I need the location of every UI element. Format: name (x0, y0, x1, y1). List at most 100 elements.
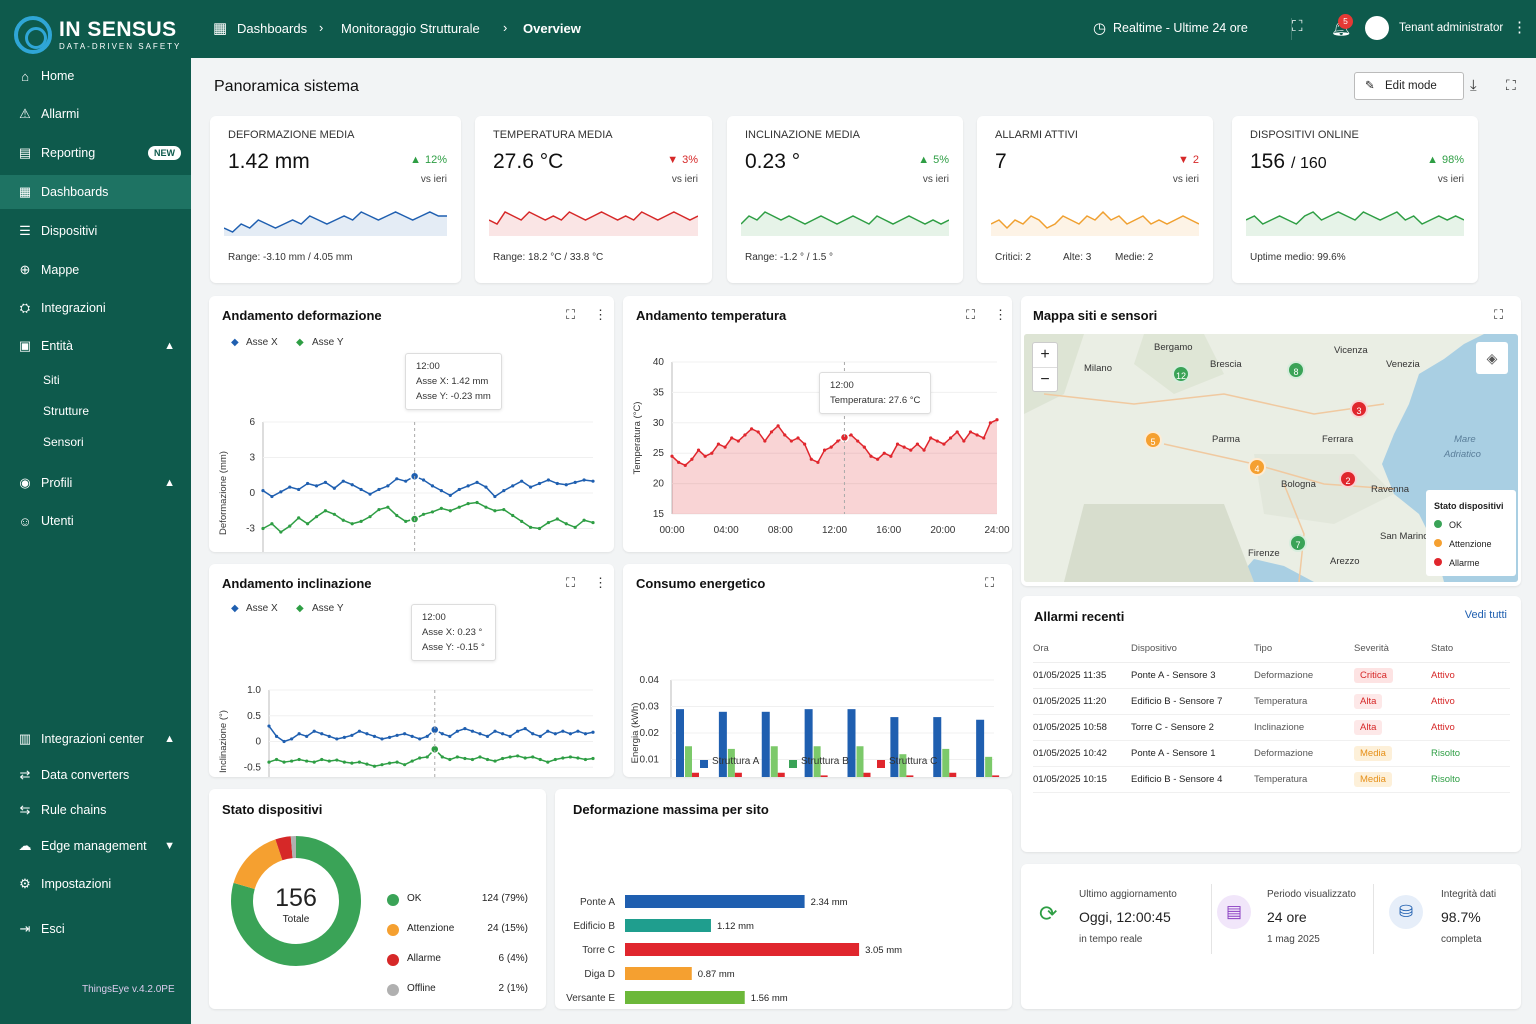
sidebar-item-mappe[interactable]: ⊕ Mappe (0, 253, 191, 287)
sidebar-item-utenti[interactable]: ☺ Utenti (0, 504, 191, 538)
table-cell: 01/05/2025 10:42 (1033, 740, 1131, 767)
fullscreen-icon[interactable]: ⛶ (1506, 77, 1516, 93)
data-point (876, 457, 880, 461)
edit-mode-button[interactable]: ✎ Edit mode (1354, 72, 1464, 100)
legend-asse-y[interactable]: Asse Y (312, 603, 344, 614)
topbar: ▦ Dashboards › Monitoraggio Strutturale … (191, 0, 1536, 58)
zoom-in-button[interactable]: + (1033, 343, 1057, 368)
user-name[interactable]: Tenant administrator (1399, 22, 1504, 34)
sidebar-item-integrazioni[interactable]: ⛭ Integrazioni (0, 291, 191, 325)
sidebar-item-esci[interactable]: ⇥ Esci (0, 912, 191, 946)
breadcrumb-dashboards[interactable]: Dashboards (237, 21, 308, 36)
sidebar-item-edge-management[interactable]: ☁ Edge management ▼ (0, 829, 191, 863)
map-marker-pin[interactable]: 5 (1144, 431, 1162, 449)
layers-icon[interactable]: ◈ (1476, 342, 1508, 374)
legend-struttura-c[interactable]: Struttura C (889, 756, 938, 767)
more-vertical-icon[interactable]: ⋮ (594, 575, 607, 590)
bar-value-label: 3.05 mm (865, 945, 902, 956)
bar-ponte-a[interactable] (625, 895, 805, 908)
sidebar-subitem-siti[interactable]: Siti (43, 373, 60, 387)
fullscreen-icon[interactable]: ⛶ (1292, 18, 1303, 35)
legend-asse-x[interactable]: Asse X (246, 603, 278, 614)
bar-versante-e[interactable] (625, 991, 745, 1004)
sidebar-item-reporting[interactable]: ▤ Reporting NEW (0, 136, 191, 170)
devices-icon: ☰ (19, 223, 31, 238)
data-point (288, 485, 292, 489)
map-legend-title: Stato dispositivi (1434, 501, 1504, 511)
sidebar-subitem-sensori[interactable]: Sensori (43, 435, 84, 449)
see-all-link[interactable]: Vedi tutti (1464, 609, 1507, 621)
table-row[interactable]: 01/05/2025 11:20 Edificio B - Sensore 7 Te… (1033, 688, 1510, 715)
data-point (267, 760, 271, 764)
data-point (502, 507, 506, 512)
sidebar-item-impostazioni[interactable]: ⚙ Impostazioni (0, 867, 191, 901)
brand-logo[interactable]: IN SENSUS DATA-DRIVEN SAFETY (14, 14, 182, 54)
data-point (677, 460, 681, 464)
kpi-vs-label: vs ieri (420, 174, 447, 185)
sidebar-item-dashboards[interactable]: ▦ Dashboards (0, 175, 191, 209)
data-point (508, 734, 512, 738)
bar-edificio-b[interactable] (625, 919, 711, 932)
table-row[interactable]: 01/05/2025 11:35 Ponte A - Sensore 3 Defor… (1033, 662, 1510, 689)
sidebar-item-entit-[interactable]: ▣ Entità ▲ (0, 329, 191, 363)
download-icon[interactable]: ⤓ (1470, 77, 1477, 94)
sidebar-item-label: Data converters (41, 768, 130, 782)
table-row[interactable]: 01/05/2025 10:42 Ponte A - Sensore 1 Defor… (1033, 740, 1510, 767)
kpi-vs-label: vs ieri (922, 174, 949, 185)
bar-struttura-a (804, 709, 813, 777)
fullscreen-icon[interactable]: ⛶ (1494, 307, 1504, 322)
legend-asse-y[interactable]: Asse Y (312, 337, 344, 348)
map-view[interactable]: + − ◈ Bergamo Milano Brescia Vicenza Venezia… (1024, 334, 1518, 582)
data-point (523, 756, 527, 760)
more-vertical-icon[interactable]: ⋮ (994, 307, 1007, 322)
donut-segment-ok[interactable] (231, 836, 361, 966)
map-marker-pin[interactable]: 8 (1287, 361, 1305, 379)
donut-segment-allarme[interactable] (275, 836, 293, 861)
sidebar-item-integrazioni-center[interactable]: ▥ Integrazioni center ▲ (0, 722, 191, 756)
data-point (404, 519, 408, 523)
data-point (387, 761, 392, 765)
y-axis-label: Temperatura (°C) (632, 402, 643, 475)
chevron-up-icon[interactable]: ▲ (164, 477, 175, 489)
fullscreen-icon[interactable]: ⛶ (566, 575, 576, 590)
sidebar-item-home[interactable]: ⌂ Home (0, 59, 191, 93)
bar-struttura-b (856, 746, 864, 777)
sidebar-item-allarmi[interactable]: ⚠ Allarmi (0, 97, 191, 131)
legend-struttura-a[interactable]: Struttura A (712, 756, 760, 767)
zoom-out-button[interactable]: − (1040, 371, 1050, 388)
breadcrumb-monitoraggio[interactable]: Monitoraggio Strutturale (341, 21, 480, 36)
kpi-value-main: 156 (1250, 150, 1286, 173)
fullscreen-icon[interactable]: ⛶ (985, 575, 995, 590)
table-header-ora: Ora (1033, 636, 1131, 663)
legend-struttura-b[interactable]: Struttura B (801, 756, 849, 767)
legend-asse-x[interactable]: Asse X (246, 337, 278, 348)
map-marker-pin[interactable]: 3 (1350, 400, 1368, 418)
avatar[interactable] (1365, 16, 1389, 40)
fullscreen-icon[interactable]: ⛶ (966, 307, 976, 322)
sidebar-item-rule-chains[interactable]: ⇆ Rule chains (0, 793, 191, 827)
chevron-up-icon[interactable]: ▲ (164, 340, 175, 352)
map-marker-pin[interactable]: 2 (1339, 470, 1357, 488)
fullscreen-icon[interactable]: ⛶ (566, 307, 576, 322)
sidebar-item-dispositivi[interactable]: ☰ Dispositivi (0, 214, 191, 248)
chevron-up-icon[interactable]: ▲ (164, 733, 175, 745)
map-city-venezia: Venezia (1386, 359, 1420, 370)
map-marker-pin[interactable]: 7 (1289, 534, 1307, 552)
bar-diga-d[interactable] (625, 967, 692, 980)
more-vertical-icon[interactable]: ⋮ (594, 307, 607, 322)
data-point (350, 761, 354, 765)
table-row[interactable]: 01/05/2025 10:58 Torre C - Sensore 2 Incli… (1033, 714, 1510, 741)
more-vertical-icon[interactable]: ⋮ (1512, 19, 1527, 36)
table-row[interactable]: 01/05/2025 10:15 Edificio B - Sensore 4 Te… (1033, 766, 1510, 793)
chevron-down-icon[interactable]: ▼ (164, 840, 175, 852)
sidebar-item-data-converters[interactable]: ⇄ Data converters (0, 758, 191, 792)
map-marker-pin[interactable]: 12 (1172, 365, 1190, 383)
bar-torre-c[interactable] (625, 943, 860, 956)
map-marker-pin[interactable]: 4 (1248, 458, 1266, 476)
sidebar-item-label: Utenti (41, 514, 74, 528)
time-window-selector[interactable]: Realtime - Ultime 24 ore (1113, 21, 1248, 35)
donut-segment-attenzione[interactable] (233, 839, 283, 890)
sidebar-subitem-strutture[interactable]: Strutture (43, 404, 90, 418)
sidebar-item-label: Dashboards (41, 185, 109, 199)
sidebar-item-profili[interactable]: ◉ Profili ▲ (0, 466, 191, 500)
